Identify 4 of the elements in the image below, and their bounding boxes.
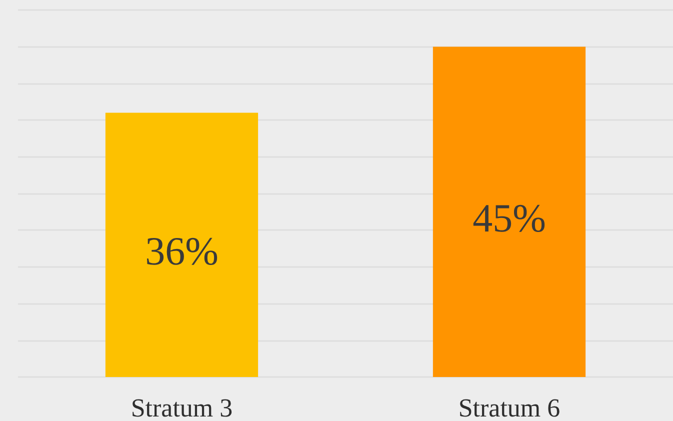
data-label: 36% — [145, 228, 218, 274]
data-label: 45% — [472, 195, 546, 240]
x-tick-label: Stratum 3 — [130, 394, 233, 421]
x-tick-label: Stratum 6 — [458, 394, 560, 421]
